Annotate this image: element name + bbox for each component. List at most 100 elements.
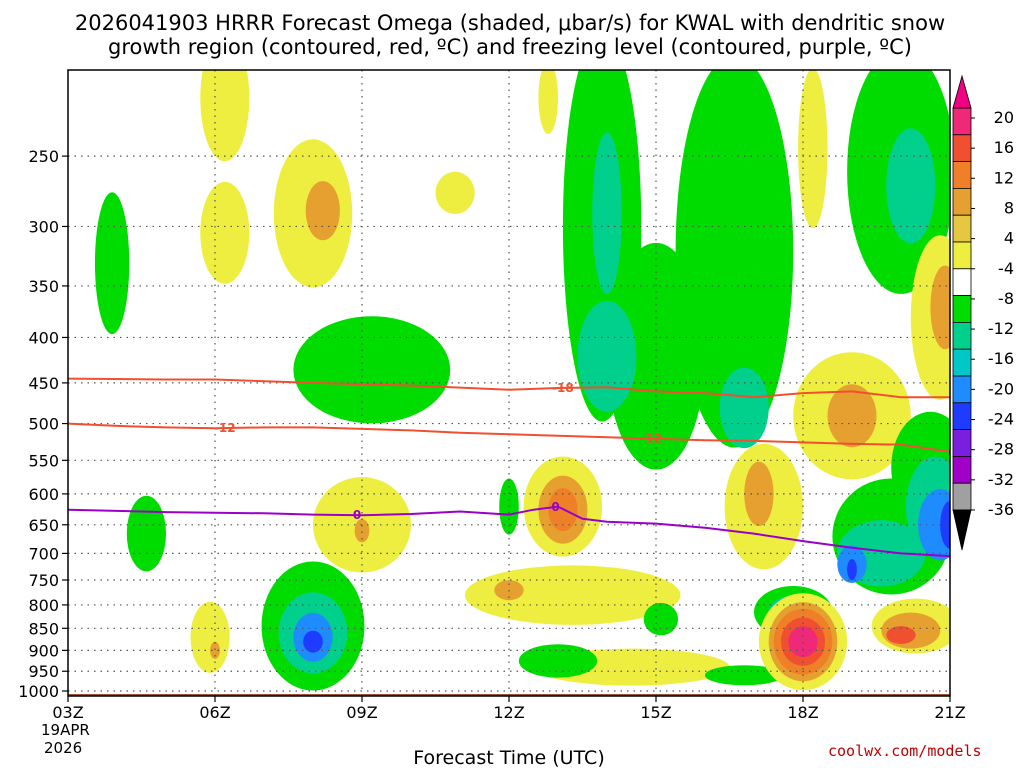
- y-tick-label-800: 800: [28, 596, 59, 615]
- minus-18-isotherm-line: [68, 377, 950, 399]
- x-tick-label-09Z: 09Z: [346, 703, 377, 722]
- colorbar-swatch-3: [952, 429, 972, 457]
- omega-region-7: [94, 192, 130, 335]
- colorbar-label-12: 12: [994, 168, 1014, 187]
- omega-region-29: [126, 495, 166, 572]
- colorbar-swatch-15: [952, 107, 972, 136]
- minus-12-isotherm-line: [68, 422, 950, 453]
- colorbar-label--20: -20: [988, 379, 1014, 398]
- omega-region-36: [464, 565, 681, 625]
- colorbar-label--32: -32: [988, 470, 1014, 489]
- y-tick-label-300: 300: [28, 217, 59, 236]
- colorbar-label--28: -28: [988, 440, 1014, 459]
- y-tick-label-700: 700: [28, 544, 59, 563]
- colorbar-swatch-1: [952, 482, 972, 511]
- y-tick-label-900: 900: [28, 641, 59, 660]
- colorbar-swatch-5: [952, 375, 972, 404]
- zero-isotherm-line: [68, 505, 950, 558]
- omega-region-56: [847, 559, 857, 581]
- colorbar-label--24: -24: [988, 410, 1014, 429]
- x-tick-label-21Z: 21Z: [934, 703, 965, 722]
- y-tick-label-400: 400: [28, 328, 59, 347]
- omega-region-0: [200, 70, 250, 162]
- chart-title-line-2: growth region (contoured, red, ºC) and f…: [108, 35, 912, 59]
- omega-region-41: [705, 665, 784, 686]
- minus-18-isotherm-label-1: -18: [552, 381, 574, 395]
- chart-title-line-1: 2026041903 HRRR Forecast Omega (shaded, …: [75, 11, 945, 35]
- omega-region-11: [675, 70, 794, 448]
- colorbar-label-16: 16: [994, 138, 1014, 157]
- omega-region-48: [788, 626, 818, 658]
- x-axis-ticks: 03Z 06Z 09Z 12Z 15Z 18Z 21Z: [52, 696, 966, 722]
- y-axis-ticks: 250 300 350 400 450 500 550 600 650 700 750 800 850 9…: [18, 147, 68, 701]
- minus-12-isotherm-label-1: -12: [214, 421, 236, 435]
- colorbar-swatch-6: [952, 348, 972, 377]
- colorbar-swatch-11: [952, 214, 972, 243]
- colorbar-swatch-7: [952, 321, 972, 350]
- temperature-contours: -18 -12 -12 0 0: [68, 377, 950, 558]
- omega-region-16: [886, 128, 936, 244]
- omega-region-3: [305, 181, 340, 241]
- colorbar-label--12: -12: [988, 319, 1014, 338]
- y-tick-label-850: 850: [28, 619, 59, 638]
- colorbar-swatch-12: [952, 187, 972, 216]
- colorbar-label--36: -36: [988, 500, 1014, 519]
- omega-region-39: [518, 644, 598, 678]
- credit-text: coolwx.com/models: [828, 742, 982, 760]
- omega-region-31: [210, 641, 220, 659]
- colorbar-swatch-13: [952, 161, 972, 189]
- omega-region-54: [940, 501, 950, 549]
- colorbar-label-4: 4: [1004, 229, 1014, 248]
- y-tick-label-250: 250: [28, 147, 59, 166]
- colorbar-swatch-2: [952, 455, 972, 484]
- y-tick-label-750: 750: [28, 571, 59, 590]
- colorbar-label--4: -4: [998, 259, 1014, 278]
- omega-region-40: [643, 602, 679, 636]
- x-tick-label-18Z: 18Z: [787, 703, 818, 722]
- y-tick-label-950: 950: [28, 662, 59, 681]
- gridlines: [68, 70, 950, 696]
- omega-region-30: [190, 601, 230, 673]
- omega-region-4: [435, 171, 475, 214]
- colorbar-swatch-14: [952, 134, 972, 163]
- omega-region-35: [303, 630, 323, 653]
- omega-region-15: [719, 367, 769, 449]
- zero-isotherm-label-2: 0: [551, 500, 559, 514]
- omega-region-18: [930, 265, 950, 350]
- colorbar-label--8: -8: [998, 289, 1014, 308]
- omega-region-8: [293, 316, 451, 424]
- omega-region-13: [592, 132, 622, 295]
- colorbar-label-20: 20: [994, 108, 1014, 127]
- colorbar-label-8: 8: [1004, 198, 1014, 217]
- omega-region-22: [744, 461, 774, 527]
- x-axis-label: Forecast Time (UTC): [413, 747, 604, 768]
- zero-isotherm-label-1: 0: [353, 508, 361, 522]
- x-tick-label-12Z: 12Z: [493, 703, 524, 722]
- colorbar-swatch-8: [952, 295, 972, 323]
- omega-region-20: [827, 384, 877, 448]
- colorbar-bottom-arrow: [952, 509, 972, 551]
- date-label-day: 19APR: [41, 721, 90, 739]
- omega-region-5: [538, 70, 558, 134]
- date-label-year: 2026: [44, 739, 82, 757]
- y-tick-label-600: 600: [28, 485, 59, 504]
- omega-region-14: [577, 300, 637, 412]
- x-tick-label-06Z: 06Z: [199, 703, 230, 722]
- colorbar-swatch-10: [952, 241, 972, 270]
- colorbar-swatch-4: [952, 402, 972, 430]
- colorbar-label--16: -16: [988, 349, 1014, 368]
- omega-shading: [94, 70, 950, 691]
- y-tick-label-650: 650: [28, 516, 59, 535]
- colorbar-swatch-9: [952, 268, 972, 296]
- x-tick-label-03Z: 03Z: [52, 703, 83, 722]
- y-tick-label-450: 450: [28, 374, 59, 393]
- omega-region-59: [886, 626, 916, 644]
- colorbar-top-arrow: [952, 74, 972, 109]
- colorbar: 20 16 12 8 4 -4 -8 -12 -16 -20 -24 -28 -32 -36: [952, 74, 1014, 551]
- y-tick-label-350: 350: [28, 277, 59, 296]
- minus-12-isotherm-label-2: -12: [640, 432, 662, 446]
- omega-region-6: [798, 70, 828, 229]
- omega-region-1: [200, 181, 250, 284]
- y-tick-label-550: 550: [28, 451, 59, 470]
